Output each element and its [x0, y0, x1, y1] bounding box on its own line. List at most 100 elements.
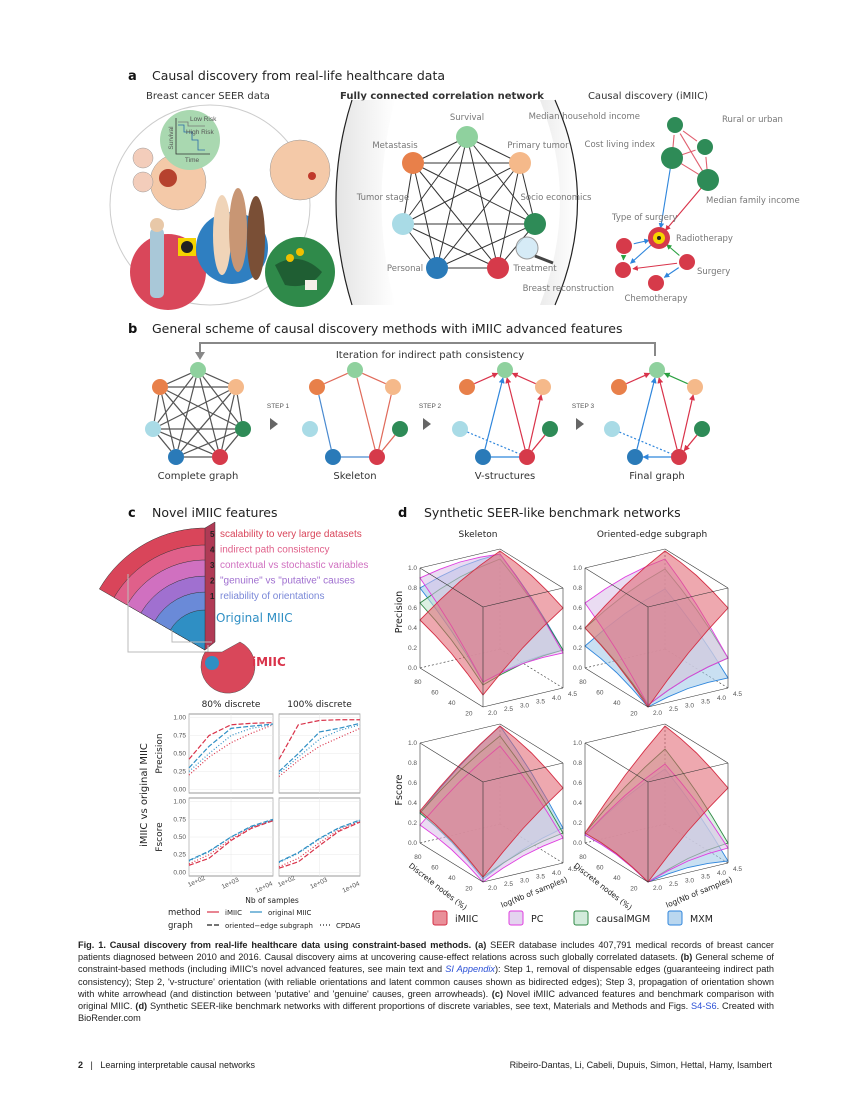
x-tick-label: 1e+02: [277, 875, 297, 889]
y-tick-label: 3.0: [520, 877, 529, 884]
network-node: [402, 152, 424, 174]
graph-final: [604, 362, 710, 465]
caption-title: Fig. 1. Causal discovery from real-life …: [78, 940, 472, 950]
network-node: [456, 126, 478, 148]
network-edge: [402, 223, 499, 269]
y-tick-label: 0.75: [173, 733, 186, 740]
y-tick-label: 3.5: [701, 874, 710, 881]
y-tick-label: 2.5: [504, 881, 513, 888]
feature-number: 3: [210, 561, 215, 570]
y-tick-label: 4.5: [568, 866, 577, 873]
feature-text: "genuine" vs "putative" causes: [220, 576, 355, 587]
caption-text: ): Step 1, removal of dispensable edges …: [78, 964, 774, 999]
graph-edge: [324, 372, 348, 385]
feature-text: indirect path consistency: [220, 545, 330, 556]
graph-v-structures: [452, 362, 558, 465]
x-tick-label: 60: [431, 689, 439, 696]
graph-edge: [199, 377, 219, 450]
facet-label: 100% discrete: [287, 700, 352, 710]
panel-c: c Novel iMIIC features 5 scalability to v…: [99, 505, 368, 931]
y-axis-title: iMIIC vs original MIIC: [139, 743, 150, 847]
label-family-income: Median family income: [706, 196, 800, 206]
network-edge: [412, 162, 536, 225]
graph-complete: [145, 362, 251, 465]
legend-item: iMIIC: [225, 909, 242, 917]
graph-label-vstructures: V-structures: [475, 471, 535, 482]
z-tick-label: 1.0: [573, 740, 582, 747]
causal-edge: [680, 162, 700, 176]
box-edge: [647, 762, 729, 783]
step-1: STEP 1: [267, 403, 290, 430]
graph-label-final: Final graph: [629, 471, 685, 482]
network-edge: [412, 162, 499, 269]
benchmark-legend: iMIIC PC causalMGM MXM: [432, 910, 713, 926]
graph-edge: [531, 434, 546, 452]
z-tick-label: 0.6: [408, 780, 417, 787]
causal-edge: [632, 262, 678, 271]
feature-number: 4: [210, 546, 215, 555]
z-tick-label: 0.2: [573, 645, 582, 652]
graph-edge: [160, 431, 213, 455]
causal-node: [679, 254, 695, 270]
km-time: Time: [185, 157, 200, 164]
graph-edge: [153, 394, 160, 422]
box-edge: [482, 762, 564, 783]
x-axis-title: Nb of samples: [245, 896, 299, 905]
network-edge: [466, 136, 499, 269]
caption-label-d: (d): [135, 1001, 148, 1012]
series-line: [278, 820, 361, 868]
box-edge: [419, 567, 484, 608]
graph-edge: [202, 375, 239, 424]
y-tick-label: 3.0: [685, 702, 694, 709]
si-appendix-link[interactable]: SI Appendix: [445, 964, 495, 975]
panel-letter: b: [128, 322, 137, 337]
label-rural: Rural or urban: [722, 115, 783, 125]
y-tick-label: 4.5: [733, 866, 742, 873]
graph-edge: [381, 434, 396, 452]
x-tick-label: 1e+04: [341, 880, 361, 894]
series-line: [188, 723, 274, 769]
y-tick-label: 2.5: [669, 881, 678, 888]
legend-swatch: [508, 910, 524, 926]
causal-node: [615, 262, 631, 278]
network-node: [392, 213, 414, 235]
graph-edge: [626, 372, 651, 385]
graph-edge: [528, 394, 543, 450]
y-tick-label: 0.50: [173, 751, 186, 758]
graph-edge: [157, 434, 172, 452]
graph-node: [302, 421, 318, 437]
causal-edge: [679, 133, 704, 172]
feature-text: reliability of orientations: [220, 591, 325, 602]
x-tick-label: 20: [465, 885, 473, 892]
graph-edge: [166, 390, 237, 426]
row-label: Fscore: [155, 822, 165, 852]
box-edge: [584, 667, 649, 708]
network-node: [509, 152, 531, 174]
x-tick-label: 20: [465, 710, 473, 717]
graph-edge: [205, 372, 229, 385]
km-survival: Survival: [168, 126, 175, 150]
graph-node: [475, 449, 491, 465]
graph-node: [452, 421, 468, 437]
legend-title-graph: graph: [168, 921, 193, 931]
graph-edge: [683, 434, 698, 452]
graph-edge: [474, 372, 499, 385]
imiic-label: iMIIC: [252, 655, 286, 669]
row-title: Precision: [394, 591, 405, 633]
series-line: [278, 722, 361, 772]
graph-edge: [356, 377, 376, 450]
graph-edge: [157, 375, 194, 424]
x-tick-label: 1e+04: [254, 880, 274, 894]
graph-edge: [619, 431, 672, 455]
y-tick-label: 2.0: [488, 710, 497, 717]
y-tick-label: 0.75: [173, 816, 186, 823]
graph-node: [325, 449, 341, 465]
y-tick-label: 3.5: [701, 699, 710, 706]
z-tick-label: 0.0: [573, 665, 582, 672]
x-tick-label: 40: [613, 875, 621, 882]
caption-text: . Created with BioRender.com: [78, 1001, 774, 1024]
series-line: [278, 819, 361, 863]
figs-s4-s6-link[interactable]: S4-S6: [691, 1001, 717, 1012]
label-type-surgery: Type of surgery: [611, 213, 677, 223]
